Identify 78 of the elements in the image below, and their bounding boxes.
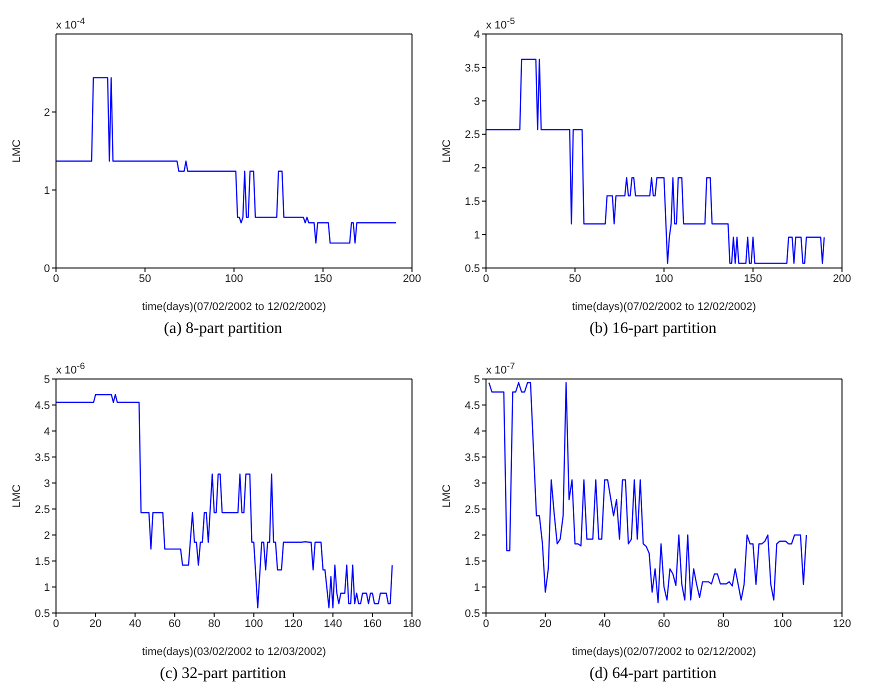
x-axis-title: time(days)(03/02/2002 to 12/03/2002) (142, 646, 326, 658)
y-tick-label: 2.5 (34, 504, 50, 516)
x-tick-label: 20 (539, 618, 552, 630)
y-tick-label: 2.5 (464, 129, 480, 142)
x-axis-title: time(days)(02/07/2002 to 02/12/2002) (572, 646, 756, 658)
x-axis-title: time(days)(07/02/2002 to 12/02/2002) (142, 301, 326, 313)
x-tick-label: 200 (832, 272, 852, 285)
x-tick-label: 100 (244, 618, 263, 630)
x-tick-label: 0 (482, 618, 490, 630)
text: (b) 16-part partition (588, 320, 718, 338)
x-tick-label: 50 (568, 272, 582, 285)
y-tick-label: 1.5 (464, 556, 480, 568)
line-series (56, 77, 397, 244)
x-tick-label: 140 (324, 618, 342, 630)
y-tick-label: 1.5 (464, 196, 480, 208)
y-tick-label: 3 (474, 478, 480, 490)
x-tick-label: 180 (402, 618, 422, 630)
x-tick-label: 120 (832, 618, 852, 630)
y-tick-label: 4 (474, 426, 480, 438)
x-tick-label: 50 (138, 272, 152, 285)
y-tick-label: 1 (474, 582, 480, 594)
y-tick-label: 1 (474, 229, 480, 242)
y-tick-label: 3.5 (34, 452, 50, 464)
x-tick-label: 100 (654, 272, 674, 285)
text: (d) 64-part partition (588, 665, 718, 683)
x-tick-label: 100 (224, 272, 244, 285)
y-tick-label: 2.5 (464, 504, 480, 516)
x-tick-label: 80 (717, 618, 730, 630)
y-tick-label: 2 (44, 530, 50, 542)
y-tick-label: 4.5 (464, 400, 480, 412)
y-tick-label: 5 (44, 374, 50, 386)
line-series (488, 382, 807, 604)
y-axis-title: LMC (440, 139, 453, 163)
x-tick-label: 0 (52, 618, 60, 630)
y-tick-label: 5 (474, 374, 480, 386)
y-tick-label: 1.5 (34, 556, 50, 568)
y-tick-label: 0.5 (464, 608, 480, 620)
y-tick-label: 4.5 (34, 400, 50, 412)
text: x 10$^{-5}$ (486, 16, 515, 32)
line-series (56, 394, 393, 608)
y-axis-title: LMC (10, 484, 23, 508)
y-axis-title: LMC (10, 139, 23, 163)
x-tick-label: 20 (89, 618, 102, 630)
y-tick-label: 3 (44, 478, 50, 490)
y-tick-label: 3.5 (464, 62, 480, 74)
text: x 10$^{-6}$ (56, 361, 85, 377)
y-tick-label: 3.5 (464, 452, 480, 464)
x-tick-label: 40 (128, 618, 142, 630)
x-tick-label: 60 (168, 618, 181, 630)
x-tick-label: 150 (314, 272, 332, 285)
x-tick-label: 100 (773, 618, 792, 630)
y-tick-label: 4 (44, 426, 50, 438)
x-tick-label: 40 (598, 618, 611, 630)
y-tick-label: 0.5 (34, 608, 50, 620)
y-tick-label: 3 (474, 96, 480, 108)
x-tick-label: 160 (363, 618, 382, 630)
x-axis-title: time(days)(07/02/2002 to 12/02/2002) (572, 301, 756, 313)
line-series (486, 58, 825, 264)
x-tick-label: 200 (402, 272, 422, 285)
x-tick-label: 80 (208, 618, 220, 630)
y-tick-label: 0.5 (464, 262, 480, 275)
x-tick-label: 60 (658, 618, 670, 630)
y-tick-label: 2 (474, 530, 480, 542)
y-tick-label: 1 (44, 184, 50, 197)
y-tick-label: 1 (44, 582, 50, 594)
x-tick-label: 0 (482, 272, 490, 285)
y-tick-label: 2 (44, 106, 50, 119)
y-tick-label: 4 (474, 28, 480, 41)
text: x 10$^{-4}$ (56, 16, 85, 32)
y-tick-label: 0 (44, 262, 50, 275)
y-axis-title: LMC (440, 484, 453, 508)
text: x 10$^{-7}$ (486, 361, 515, 377)
x-tick-label: 150 (744, 272, 762, 285)
text: (a) 8-part partition (162, 320, 284, 338)
y-tick-label: 2 (474, 162, 480, 175)
x-tick-label: 120 (284, 618, 303, 630)
x-tick-label: 0 (52, 272, 60, 285)
text: (c) 32-part partition (158, 665, 288, 683)
